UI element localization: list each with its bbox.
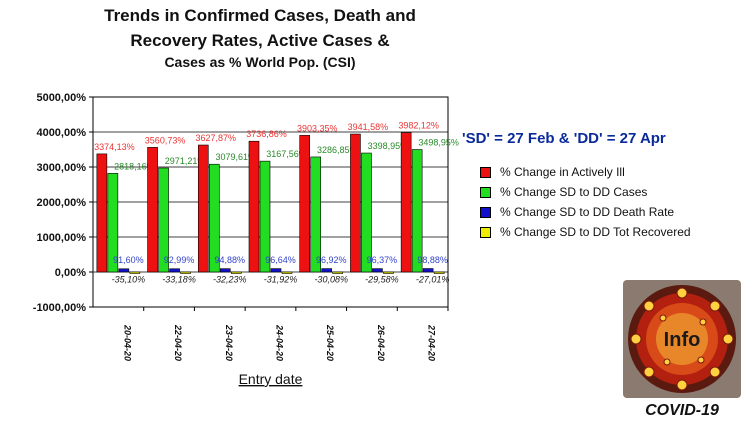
data-label: 3560,73%: [145, 135, 186, 145]
bar: [434, 272, 444, 274]
bar: [271, 269, 281, 272]
bar: [220, 269, 230, 272]
data-label: 3498,95%: [418, 138, 459, 148]
x-tick-label: 27-04-20: [427, 324, 437, 361]
x-tick-label: 20-04-20: [122, 324, 132, 361]
data-label: -35,10%: [112, 275, 146, 285]
legend-swatch-red: [480, 167, 491, 178]
bar: [119, 269, 129, 272]
bar: [231, 272, 241, 274]
y-tick-label: 3000,00%: [36, 162, 86, 174]
logo-caption: COVID-19: [622, 402, 742, 420]
data-label: 91,60%: [113, 255, 144, 265]
data-label: 3903,35%: [297, 123, 338, 133]
y-tick-label: 1000,00%: [36, 232, 86, 244]
legend-label: % Change SD to DD Tot Recovered: [500, 225, 691, 239]
bar: [401, 133, 411, 272]
bar: [412, 150, 422, 272]
legend-swatch-green: [480, 187, 491, 198]
data-label: -27,01%: [416, 275, 450, 285]
bar: [282, 272, 292, 274]
date-definition-note: 'SD' = 27 Feb & 'DD' = 27 Apr: [462, 130, 666, 147]
legend-label: % Change SD to DD Cases: [500, 185, 647, 199]
data-label: 3374,13%: [94, 142, 135, 152]
bar: [333, 272, 343, 274]
x-tick-label: 26-04-20: [376, 324, 386, 361]
data-label: 96,37%: [367, 255, 398, 265]
bar: [350, 134, 360, 272]
legend-item-cases: % Change SD to DD Cases: [480, 182, 691, 202]
data-label: -32,23%: [213, 275, 247, 285]
data-label: 94,88%: [215, 255, 246, 265]
bar: [322, 269, 332, 272]
data-label: -33,18%: [162, 275, 196, 285]
x-tick-label: 23-04-20: [224, 324, 234, 361]
data-label: 3982,12%: [398, 121, 439, 131]
data-label: -30,08%: [314, 275, 348, 285]
x-axis-label: Entry date: [239, 371, 303, 387]
bar: [170, 269, 180, 272]
y-tick-label: 5000,00%: [36, 92, 86, 104]
bar: [300, 135, 310, 272]
y-tick-label: 0,00%: [55, 267, 86, 279]
virus-icon: Info: [623, 280, 741, 398]
bar: [130, 272, 140, 274]
logo-text: Info: [664, 329, 701, 351]
data-label: -31,92%: [264, 275, 298, 285]
data-label: 96,64%: [265, 255, 296, 265]
bar: [423, 269, 433, 272]
y-tick-label: -1000,00%: [33, 302, 86, 314]
data-label: 3941,58%: [348, 122, 389, 132]
bar: [249, 141, 259, 272]
bar: [383, 272, 393, 274]
x-tick-label: 24-04-20: [275, 324, 285, 361]
data-label: -29,58%: [365, 275, 399, 285]
legend-label: % Change SD to DD Death Rate: [500, 205, 674, 219]
data-label: 96,92%: [316, 255, 347, 265]
data-label: 3736,86%: [246, 129, 287, 139]
bar: [181, 272, 191, 274]
legend-item-death-rate: % Change SD to DD Death Rate: [480, 202, 691, 222]
x-tick-label: 25-04-20: [325, 324, 335, 361]
x-tick-label: 22-04-20: [173, 324, 183, 361]
bar: [198, 145, 208, 272]
y-tick-label: 4000,00%: [36, 127, 86, 139]
bar: [97, 154, 107, 272]
legend-swatch-blue: [480, 207, 491, 218]
data-label: 3627,87%: [196, 133, 237, 143]
legend-swatch-yellow: [480, 227, 491, 238]
legend-label: % Change in Actively Ill: [500, 165, 625, 179]
data-label: 98,88%: [417, 255, 448, 265]
legend-item-actively-ill: % Change in Actively Ill: [480, 162, 691, 182]
covid-info-logo: Info: [623, 280, 741, 398]
legend: % Change in Actively Ill % Change SD to …: [480, 162, 691, 242]
legend-item-recovered: % Change SD to DD Tot Recovered: [480, 222, 691, 242]
y-tick-label: 2000,00%: [36, 197, 86, 209]
bar: [148, 147, 158, 272]
bar: [372, 269, 382, 272]
data-label: 92,99%: [164, 255, 195, 265]
